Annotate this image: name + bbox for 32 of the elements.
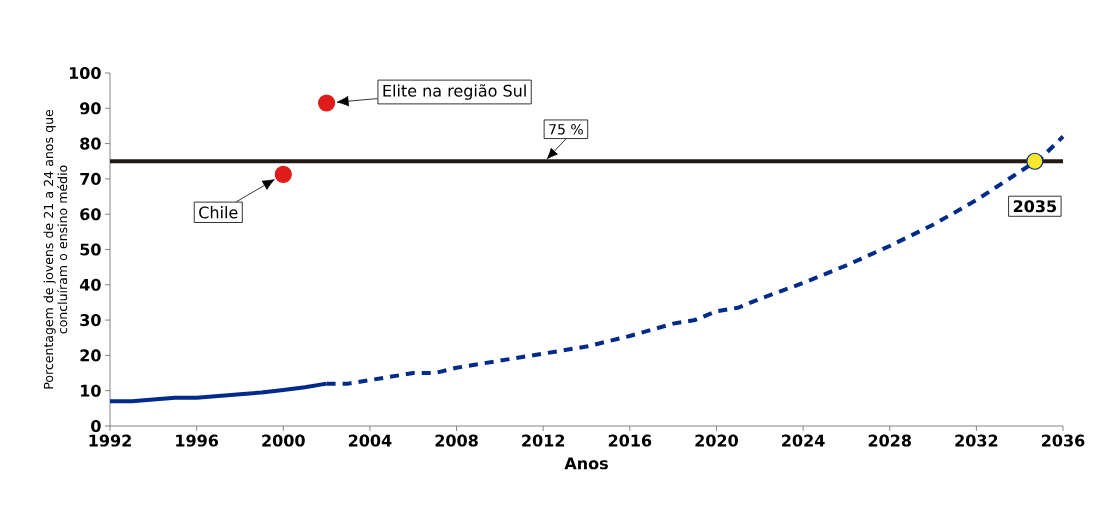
ref-line-label: 75 % (549, 123, 583, 135)
x-tick-label: 2028 (868, 434, 911, 447)
x-tick-label: 2024 (782, 434, 825, 447)
x-tick-label: 2008 (435, 434, 478, 447)
x-tick-label: 2004 (348, 434, 392, 447)
annotation: Chile (199, 206, 238, 219)
point (1026, 152, 1044, 170)
x-tick-label: 2036 (1042, 434, 1085, 447)
y-tick-label: 30 (80, 314, 101, 327)
y-tick-label: 0 (91, 419, 101, 433)
x-tick-label: 2020 (695, 434, 738, 447)
y-tick-label: 10 (81, 384, 101, 397)
point (274, 165, 292, 183)
point (318, 94, 336, 112)
y-tick-label: 60 (80, 208, 101, 221)
x-tick-label: 2012 (522, 434, 565, 447)
y-tick-label: 70 (80, 172, 101, 185)
y-tick-label: 100 (69, 66, 101, 80)
x-axis-title: Anos (564, 457, 608, 470)
x-tick-label: 2032 (955, 434, 998, 447)
x-tick-label: 2016 (608, 434, 652, 447)
y-tick-label: 40 (79, 278, 101, 291)
x-tick-label: 2000 (262, 434, 305, 447)
y-tick-label: 90 (80, 102, 101, 115)
x-tick-label: 1996 (176, 434, 219, 447)
annotation: Elite na região Sul (383, 84, 526, 100)
y-axis-title: Porcentagem de jovens de 21 a 24 anos que concluíram o ensino médio (43, 109, 68, 389)
annotation: 2035 (1013, 200, 1056, 213)
y-tick-label: 50 (80, 243, 101, 256)
y-tick-label: 80 (80, 137, 101, 150)
y-tick-label: 20 (80, 349, 101, 362)
x-tick-label: 1992 (89, 434, 131, 447)
